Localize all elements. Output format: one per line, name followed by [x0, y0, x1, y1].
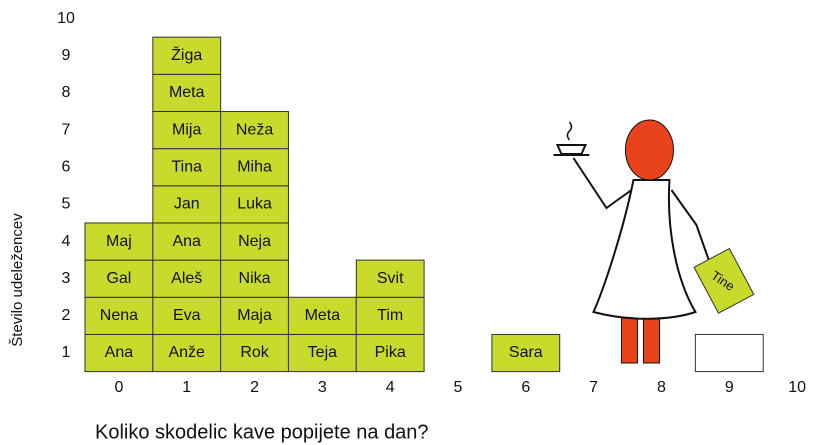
- block-label: Eva: [173, 307, 201, 324]
- y-tick-label: 3: [62, 270, 71, 287]
- y-tick-label: 10: [57, 10, 75, 27]
- x-tick-label: 1: [182, 379, 191, 396]
- figure-cup: [553, 145, 589, 155]
- block-label: Jan: [174, 196, 200, 213]
- block-label: Aleš: [171, 270, 202, 287]
- x-tick-label: 5: [454, 379, 463, 396]
- figure-arm: [573, 158, 631, 208]
- block-label: Nena: [100, 307, 138, 324]
- block-label: Meta: [305, 307, 341, 324]
- block-label: Rok: [240, 344, 269, 361]
- figure-steam: [567, 122, 571, 140]
- block-label: Pika: [375, 344, 406, 361]
- y-tick-label: 8: [62, 84, 71, 101]
- y-tick-label: 4: [62, 233, 71, 250]
- figure-sign: Tine: [694, 249, 754, 314]
- block-label: Teja: [308, 344, 337, 361]
- x-tick-label: 7: [589, 379, 598, 396]
- block-label: Maja: [237, 307, 272, 324]
- y-tick-label: 1: [62, 344, 71, 361]
- block-label: Svit: [377, 270, 404, 287]
- block-label: Sara: [509, 344, 543, 361]
- block-label: Maj: [106, 233, 132, 250]
- x-tick-label: 0: [114, 379, 123, 396]
- y-tick-label: 9: [62, 47, 71, 64]
- block-label: Žiga: [171, 45, 202, 64]
- chart: Koliko skodelic kave popijete na dan? Št…: [0, 0, 832, 445]
- x-tick-label: 4: [386, 379, 395, 396]
- x-tick-label: 9: [725, 379, 734, 396]
- block: [695, 334, 763, 371]
- block-label: Nika: [239, 270, 271, 287]
- block-label: Tim: [377, 307, 403, 324]
- x-tick-label: 10: [788, 379, 806, 396]
- block-label: Luka: [237, 196, 272, 213]
- figure-head: [625, 120, 673, 180]
- block-label: Ana: [105, 344, 134, 361]
- x-tick-label: 3: [318, 379, 327, 396]
- x-tick-label: 6: [521, 379, 530, 396]
- figure-arm: [671, 190, 709, 262]
- block-label: Neja: [238, 233, 271, 250]
- x-tick-label: 8: [657, 379, 666, 396]
- block-label: Mija: [172, 121, 201, 138]
- x-axis-label: Koliko skodelic kave popijete na dan?: [95, 421, 429, 443]
- y-tick-label: 2: [62, 307, 71, 324]
- block-label: Miha: [237, 158, 272, 175]
- y-tick-label: 6: [62, 158, 71, 175]
- block-label: Tina: [171, 158, 202, 175]
- block-label: Anže: [168, 344, 205, 361]
- y-tick-label: 5: [62, 196, 71, 213]
- x-tick-label: 2: [250, 379, 259, 396]
- block-label: Neža: [236, 121, 273, 138]
- y-axis-label: Število udeležencev: [9, 213, 26, 347]
- block-label: Gal: [106, 270, 131, 287]
- block-label: Meta: [169, 84, 205, 101]
- y-tick-label: 7: [62, 121, 71, 138]
- block-label: Ana: [172, 233, 201, 250]
- figure: Tine: [553, 120, 753, 363]
